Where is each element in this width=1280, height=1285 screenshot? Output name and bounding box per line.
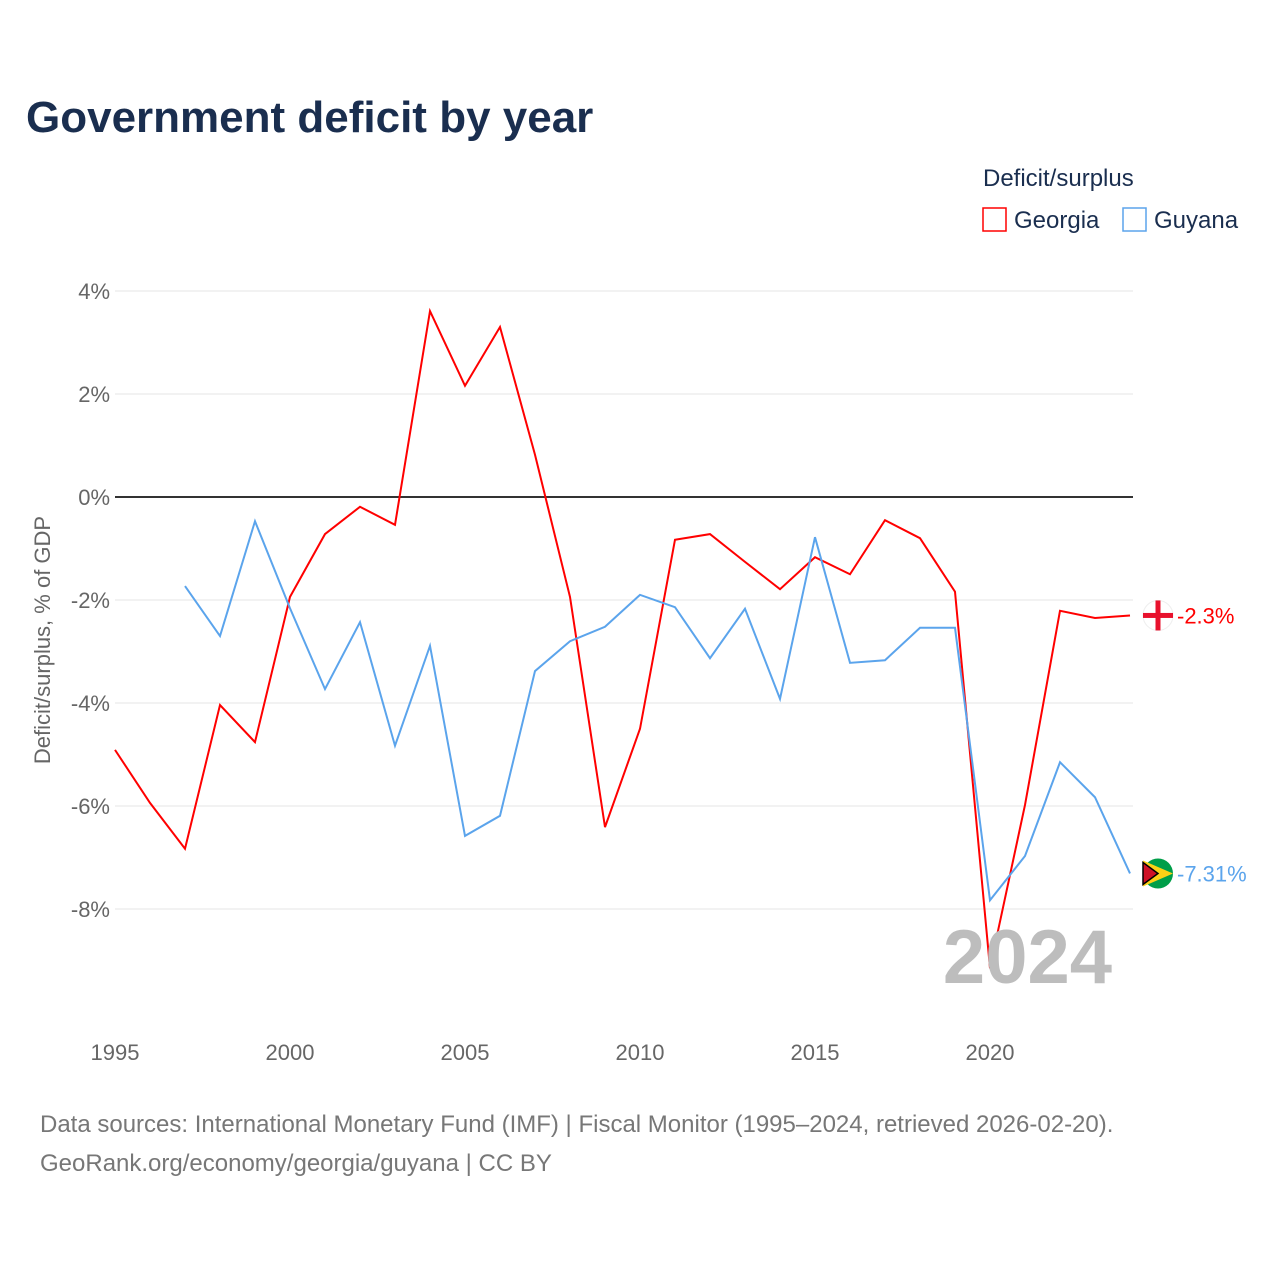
series-line-guyana bbox=[184, 518, 1131, 903]
y-tick-label: 4% bbox=[78, 279, 110, 304]
y-tick-label: 2% bbox=[78, 382, 110, 407]
georgia-flag-icon bbox=[1142, 599, 1174, 631]
legend-swatch-georgia bbox=[982, 207, 1007, 232]
y-tick-label: -4% bbox=[71, 691, 110, 716]
x-tick-label: 2005 bbox=[441, 1040, 490, 1065]
flag-cross-v bbox=[1155, 600, 1161, 631]
x-tick-label: 2015 bbox=[791, 1040, 840, 1065]
source-note: Data sources: International Monetary Fun… bbox=[40, 1111, 1113, 1138]
flag-triangle bbox=[1142, 860, 1160, 886]
legend-swatch-guyana bbox=[1122, 207, 1147, 232]
x-tick-label: 1995 bbox=[91, 1040, 140, 1065]
y-tick-label: -8% bbox=[71, 897, 110, 922]
y-tick-label: 0% bbox=[78, 485, 110, 510]
year-watermark: 2024 bbox=[943, 915, 1112, 1000]
y-axis-label: Deficit/surplus, % of GDP bbox=[30, 516, 55, 764]
x-tick-label: 2000 bbox=[266, 1040, 315, 1065]
legend-title: Deficit/surplus bbox=[983, 165, 1134, 192]
end-label-guyana: -7.31% bbox=[1177, 861, 1247, 886]
end-label-georgia: -2.3% bbox=[1177, 603, 1234, 628]
y-tick-label: -6% bbox=[71, 794, 110, 819]
y-tick-label: -2% bbox=[71, 588, 110, 613]
guyana-flag-icon bbox=[1142, 858, 1173, 889]
x-tick-label: 2020 bbox=[966, 1040, 1015, 1065]
legend-label-georgia: Georgia bbox=[1014, 207, 1100, 234]
credit-note: GeoRank.org/economy/georgia/guyana | CC … bbox=[40, 1150, 552, 1177]
chart-title: Government deficit by year bbox=[26, 93, 593, 142]
legend-label-guyana: Guyana bbox=[1154, 207, 1239, 234]
x-tick-label: 2010 bbox=[616, 1040, 665, 1065]
series-line-georgia bbox=[114, 307, 1131, 969]
